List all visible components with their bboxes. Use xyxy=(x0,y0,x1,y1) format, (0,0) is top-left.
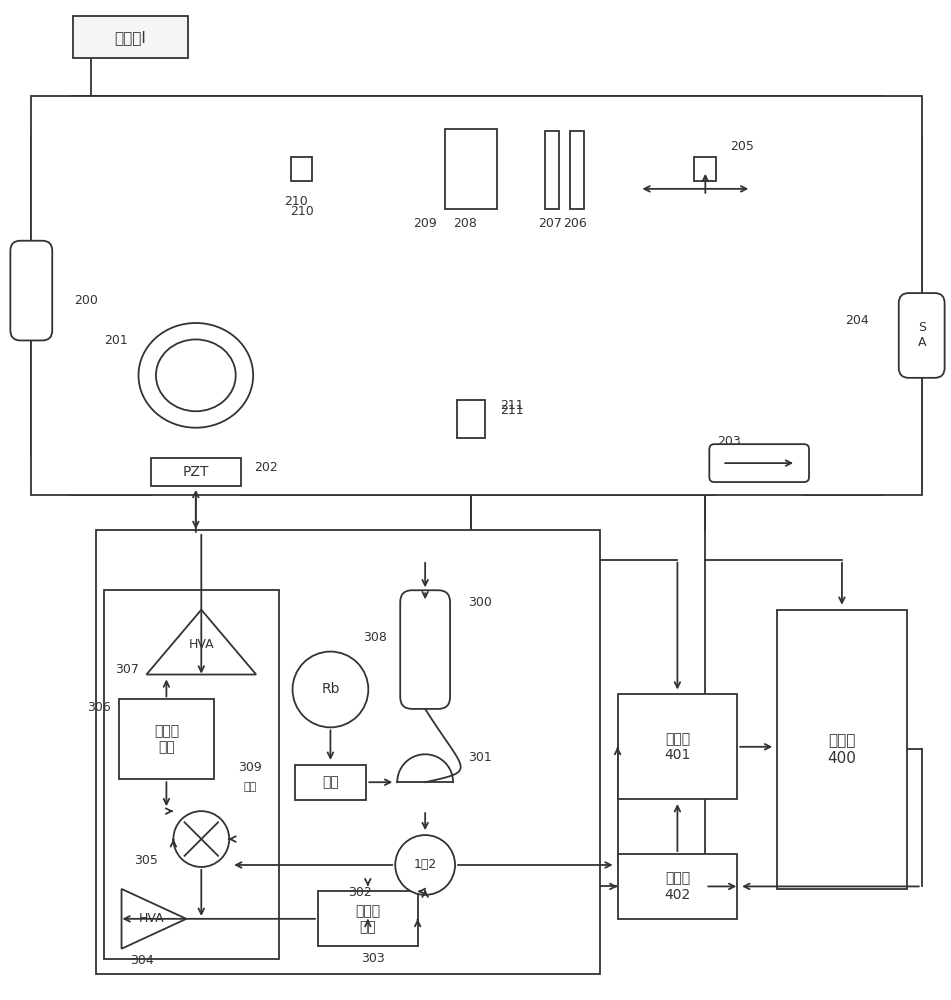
FancyBboxPatch shape xyxy=(709,444,809,482)
Bar xyxy=(617,694,737,799)
Text: 200: 200 xyxy=(74,294,98,307)
Text: 306: 306 xyxy=(87,701,111,714)
Text: 本振: 本振 xyxy=(322,775,339,789)
Bar xyxy=(73,16,188,58)
Text: 数采卡
402: 数采卡 402 xyxy=(665,871,690,902)
Text: 207: 207 xyxy=(538,217,562,230)
Text: 309: 309 xyxy=(238,761,262,774)
FancyBboxPatch shape xyxy=(400,590,450,709)
Text: 201: 201 xyxy=(105,334,128,347)
Text: 308: 308 xyxy=(363,631,387,644)
Text: 带通滤
波器: 带通滤 波器 xyxy=(356,904,380,934)
Bar xyxy=(545,131,559,209)
Text: 206: 206 xyxy=(563,217,587,230)
Circle shape xyxy=(396,835,456,895)
Text: 211: 211 xyxy=(500,399,524,412)
Circle shape xyxy=(293,652,368,727)
Text: 210: 210 xyxy=(290,205,314,218)
Text: 300: 300 xyxy=(468,596,492,609)
Bar xyxy=(104,590,279,959)
Bar xyxy=(617,854,737,919)
Text: 209: 209 xyxy=(414,217,437,230)
FancyBboxPatch shape xyxy=(10,241,52,340)
Text: 频率计
401: 频率计 401 xyxy=(664,732,690,762)
Text: 307: 307 xyxy=(114,663,139,676)
Circle shape xyxy=(173,811,229,867)
Bar xyxy=(295,765,366,800)
Text: HVA: HVA xyxy=(188,638,214,651)
Bar xyxy=(777,610,906,889)
Text: 204: 204 xyxy=(845,314,869,327)
Bar xyxy=(457,400,485,438)
Bar xyxy=(96,530,600,974)
Text: 205: 205 xyxy=(730,140,754,153)
Text: 211: 211 xyxy=(500,404,524,417)
Text: 210: 210 xyxy=(283,195,307,208)
Bar xyxy=(570,131,584,209)
Text: 305: 305 xyxy=(134,854,159,867)
Ellipse shape xyxy=(139,323,253,428)
Text: S
A: S A xyxy=(918,321,926,349)
Text: PZT: PZT xyxy=(183,465,209,479)
Bar xyxy=(291,157,313,181)
Ellipse shape xyxy=(156,339,236,411)
Text: 304: 304 xyxy=(129,954,153,967)
Text: HVA: HVA xyxy=(139,912,165,925)
Bar xyxy=(445,129,497,209)
Bar xyxy=(151,458,241,486)
Text: Rb: Rb xyxy=(321,682,340,696)
Text: 本振: 本振 xyxy=(243,782,256,792)
FancyBboxPatch shape xyxy=(899,293,944,378)
Bar xyxy=(119,699,214,779)
Text: 比例积
分器: 比例积 分器 xyxy=(154,724,179,754)
Bar xyxy=(694,157,716,181)
Text: 计算机
400: 计算机 400 xyxy=(827,733,856,766)
Text: 208: 208 xyxy=(453,217,477,230)
Bar xyxy=(31,96,922,495)
Text: 301: 301 xyxy=(468,751,492,764)
Text: 302: 302 xyxy=(348,886,372,899)
Text: 202: 202 xyxy=(254,461,278,474)
Polygon shape xyxy=(398,754,453,782)
Text: 203: 203 xyxy=(717,435,741,448)
Text: 303: 303 xyxy=(361,952,384,965)
Bar xyxy=(318,891,417,946)
Text: 泵浦源I: 泵浦源I xyxy=(114,30,146,45)
Text: 1：2: 1：2 xyxy=(414,858,437,871)
